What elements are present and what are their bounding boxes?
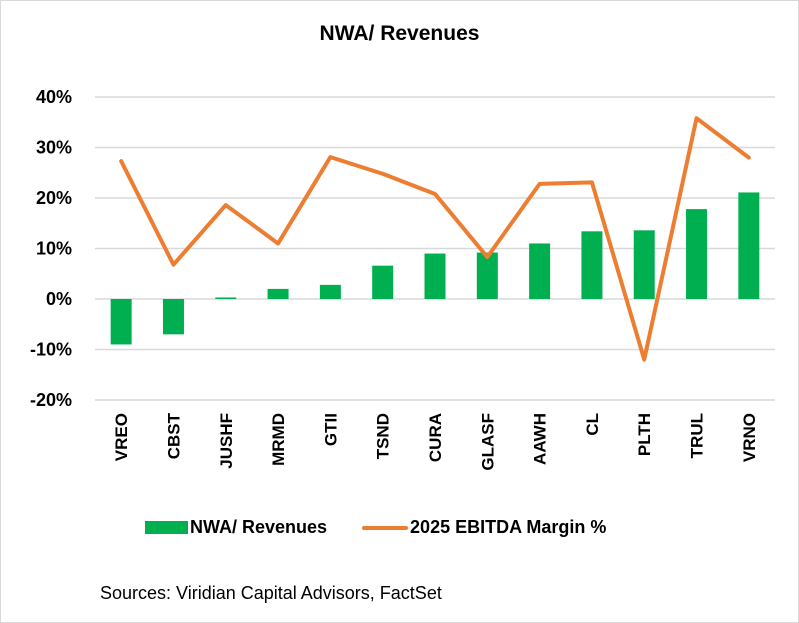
chart-title: NWA/ Revenues: [319, 22, 480, 45]
y-tick-label: -10%: [30, 340, 72, 360]
y-tick-label: 10%: [36, 239, 72, 259]
bar-trul: [686, 209, 708, 299]
bar-jushf: [215, 297, 237, 299]
bar-series: [110, 192, 760, 345]
x-tick-label: TRUL: [688, 413, 707, 458]
bar-glasf: [476, 252, 498, 299]
bar-cl: [581, 231, 603, 299]
bar-vreo: [110, 299, 132, 345]
y-tick-label: 20%: [36, 188, 72, 208]
bar-plth: [633, 230, 655, 299]
x-tick-label: GTII: [321, 413, 340, 446]
x-tick-label: MRMD: [269, 413, 288, 466]
x-axis-ticks: VREO CBST JUSHF MRMD GTII TSND CURA GLASF AAWH CL…: [112, 412, 759, 470]
x-tick-label: TSND: [374, 413, 393, 459]
line-series: [119, 116, 751, 362]
x-tick-label: CURA: [426, 413, 445, 462]
bar-gtii: [319, 284, 341, 299]
y-tick-label: 40%: [36, 87, 72, 107]
y-tick-label: -20%: [30, 390, 72, 410]
legend-swatch-line: [362, 525, 409, 530]
y-axis-ticks: 40% 30% 20% 10% 0% -10% -20%: [30, 87, 72, 410]
x-tick-label: CL: [583, 413, 602, 436]
legend-label-line: 2025 EBITDA Margin %: [410, 517, 607, 537]
y-tick-label: 30%: [36, 138, 72, 158]
bar-vrno: [738, 192, 760, 299]
bar-cura: [424, 253, 446, 299]
legend-label-bar: NWA/ Revenues: [190, 517, 328, 537]
legend: NWA/ Revenues 2025 EBITDA Margin %: [145, 517, 641, 538]
legend-swatch-bar: [145, 521, 188, 534]
y-tick-label: 0%: [46, 289, 72, 309]
x-tick-label: AAWH: [531, 413, 550, 465]
x-tick-label: CBST: [164, 412, 183, 459]
x-tick-label: PLTH: [635, 413, 654, 456]
bar-mrmd: [267, 288, 289, 299]
bar-tsnd: [372, 265, 394, 299]
bar-cbst: [162, 299, 184, 335]
x-tick-label: VREO: [112, 413, 131, 461]
gridlines: [95, 96, 775, 401]
legend-item-bar: NWA/ Revenues: [145, 517, 327, 538]
source-note: Sources: Viridian Capital Advisors, Fact…: [100, 583, 442, 603]
x-tick-label: VRNO: [740, 413, 759, 462]
bar-aawh: [529, 243, 551, 299]
legend-item-line: 2025 EBITDA Margin %: [362, 517, 606, 538]
x-tick-label: GLASF: [478, 413, 497, 471]
x-tick-label: JUSHF: [217, 413, 236, 469]
